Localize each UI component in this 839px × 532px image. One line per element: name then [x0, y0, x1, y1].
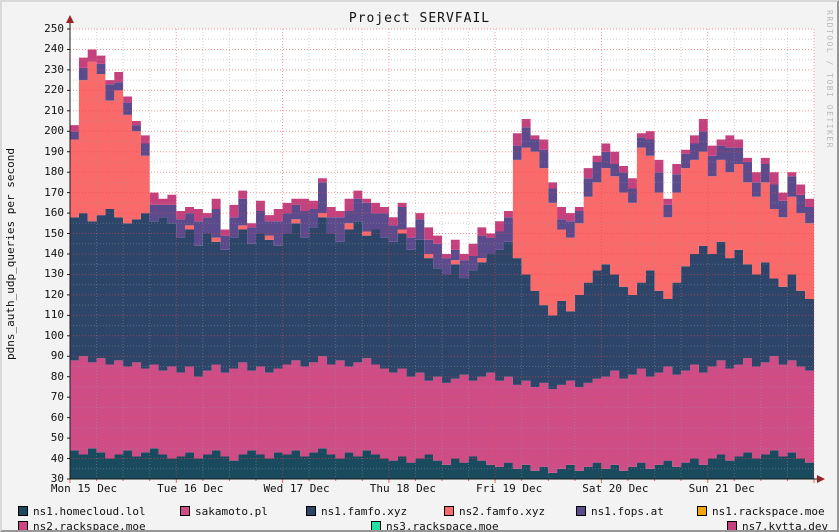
y-axis-label: 90: [50, 349, 64, 363]
legend-item: ns7.kytta.dev: [727, 516, 828, 530]
y-axis-label: 140: [44, 247, 64, 260]
y-axis-label: 160: [44, 206, 64, 220]
legend-item: ns2.famfo.xyz: [444, 501, 545, 518]
legend-label: ns2.rackspace.moe: [33, 520, 146, 532]
legend-label: ns7.kytta.dev: [742, 520, 829, 532]
legend-label: ns1.famfo.xyz: [321, 505, 408, 518]
legend-label: ns3.rackspace.moe: [386, 520, 499, 532]
y-axis-label: 250: [44, 22, 64, 35]
legend-item: sakamoto.pl: [180, 501, 268, 518]
legend-label: ns2.famfo.xyz: [459, 505, 546, 518]
y-axis-label: 200: [44, 124, 64, 138]
y-axis-arrow: [66, 15, 74, 23]
legend-label: ns1.homecloud.lol: [33, 505, 146, 518]
legend-swatch: [697, 505, 707, 516]
rrdtool-watermark: RRDTOOL / TOBI OETIKER: [825, 10, 834, 149]
legend-item: ns3.rackspace.moe: [371, 516, 499, 530]
y-axis-label: 230: [44, 62, 64, 76]
y-axis-label: 220: [44, 83, 64, 97]
y-axis-label: 100: [44, 328, 64, 342]
y-axis-label: 50: [50, 431, 64, 445]
legend-item: ns1.rackspace.moe: [697, 501, 825, 518]
y-axis-label: 120: [44, 287, 64, 301]
legend-swatch: [18, 520, 28, 530]
y-axis-label: 60: [50, 410, 64, 424]
x-axis-label: Wed 17 Dec: [263, 482, 330, 495]
x-axis-label: Fri 19 Dec: [476, 482, 543, 495]
y-axis-label: 80: [50, 369, 64, 383]
y-axis-label: 170: [44, 185, 64, 199]
y-axis-label: 110: [44, 308, 64, 322]
x-axis-label: Sun 21 Dec: [688, 482, 755, 495]
y-axis-label: 70: [50, 390, 64, 404]
y-axis-label: 190: [44, 144, 64, 158]
x-axis-arrow: [817, 475, 825, 483]
legend-label: ns1.rackspace.moe: [712, 505, 825, 518]
y-axis-label: 180: [44, 165, 64, 179]
legend-swatch: [576, 505, 586, 516]
y-axis-label: 210: [44, 103, 64, 117]
x-axis-label: Mon 15 Dec: [50, 482, 118, 495]
legend-swatch: [727, 520, 737, 530]
x-axis-label: Sat 20 Dec: [582, 482, 649, 495]
legend-swatch: [444, 505, 454, 516]
area-ns2.famfo.xyz: [70, 61, 814, 316]
area-ns7.kytta.dev: [70, 49, 814, 261]
legend-label: sakamoto.pl: [195, 505, 268, 518]
legend-item: ns1.famfo.xyz: [306, 501, 407, 518]
legend-label: ns1.fops.at: [591, 505, 664, 518]
y-axis-label: 30: [50, 472, 64, 485]
legend-swatch: [180, 505, 190, 516]
y-axis-label: 40: [50, 451, 64, 465]
x-axis-label: Tue 16 Dec: [157, 482, 224, 495]
legend-item: ns1.fops.at: [576, 501, 664, 518]
legend-swatch: [371, 520, 381, 530]
chart-title: Project SERVFAIL: [348, 11, 491, 26]
x-axis-label: Thu 18 Dec: [369, 482, 436, 495]
y-axis-label: 150: [44, 226, 64, 240]
legend-swatch: [18, 505, 28, 516]
y-axis-label: 130: [44, 267, 64, 281]
legend-swatch: [306, 505, 316, 516]
legend-item: ns1.homecloud.lol: [18, 501, 146, 518]
area-sakamoto.pl: [70, 356, 814, 473]
legend-item: ns2.rackspace.moe: [18, 516, 146, 530]
y-axis-label: 240: [44, 42, 64, 56]
